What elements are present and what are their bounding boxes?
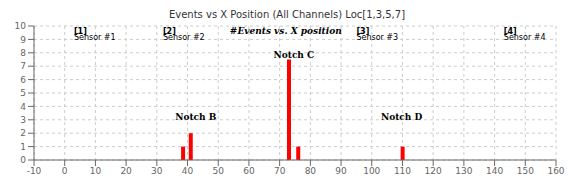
svg-text:0: 0	[62, 166, 68, 176]
svg-text:7: 7	[20, 61, 26, 71]
svg-text:[4]: [4]	[503, 26, 517, 36]
svg-text:140: 140	[486, 166, 503, 176]
svg-text:Sensor #1: Sensor #1	[74, 33, 116, 42]
svg-text:110: 110	[394, 166, 411, 176]
svg-text:80: 80	[305, 166, 317, 176]
svg-text:-10: -10	[27, 166, 42, 176]
svg-text:1: 1	[20, 142, 26, 152]
svg-text:[1]: [1]	[73, 26, 87, 36]
svg-text:Notch D: Notch D	[381, 112, 423, 122]
svg-text:[2]: [2]	[163, 26, 176, 36]
svg-text:2: 2	[20, 128, 26, 138]
svg-text:0: 0	[20, 155, 26, 165]
svg-text:120: 120	[425, 166, 442, 176]
svg-text:Notch B: Notch B	[175, 112, 217, 122]
svg-text:90: 90	[335, 166, 347, 176]
svg-text:20: 20	[120, 166, 132, 176]
svg-text:[3]: [3]	[356, 26, 370, 36]
svg-text:#Events vs. X position: #Events vs. X position	[230, 26, 342, 36]
svg-text:10: 10	[15, 22, 27, 31]
svg-text:Sensor #4: Sensor #4	[504, 33, 546, 42]
svg-text:60: 60	[243, 166, 255, 176]
svg-text:6: 6	[20, 75, 26, 85]
svg-text:150: 150	[517, 166, 534, 176]
svg-text:40: 40	[182, 166, 194, 176]
svg-text:10: 10	[90, 166, 102, 176]
svg-text:4: 4	[20, 102, 26, 112]
svg-text:3: 3	[20, 115, 26, 125]
svg-text:50: 50	[213, 166, 225, 176]
svg-text:9: 9	[20, 35, 26, 45]
html-text:Events vs X Position (All Chan: Events vs X Position (All Channels) Loc[…	[168, 9, 405, 20]
svg-text:5: 5	[20, 88, 26, 98]
svg-text:Notch C: Notch C	[274, 50, 315, 60]
svg-text:Sensor #2: Sensor #2	[163, 33, 205, 42]
svg-text:70: 70	[274, 166, 286, 176]
svg-text:130: 130	[455, 166, 472, 176]
svg-text:30: 30	[151, 166, 163, 176]
svg-text:100: 100	[363, 166, 380, 176]
svg-text:8: 8	[20, 48, 26, 58]
svg-text:Sensor #3: Sensor #3	[356, 33, 398, 42]
svg-text:160: 160	[547, 166, 564, 176]
